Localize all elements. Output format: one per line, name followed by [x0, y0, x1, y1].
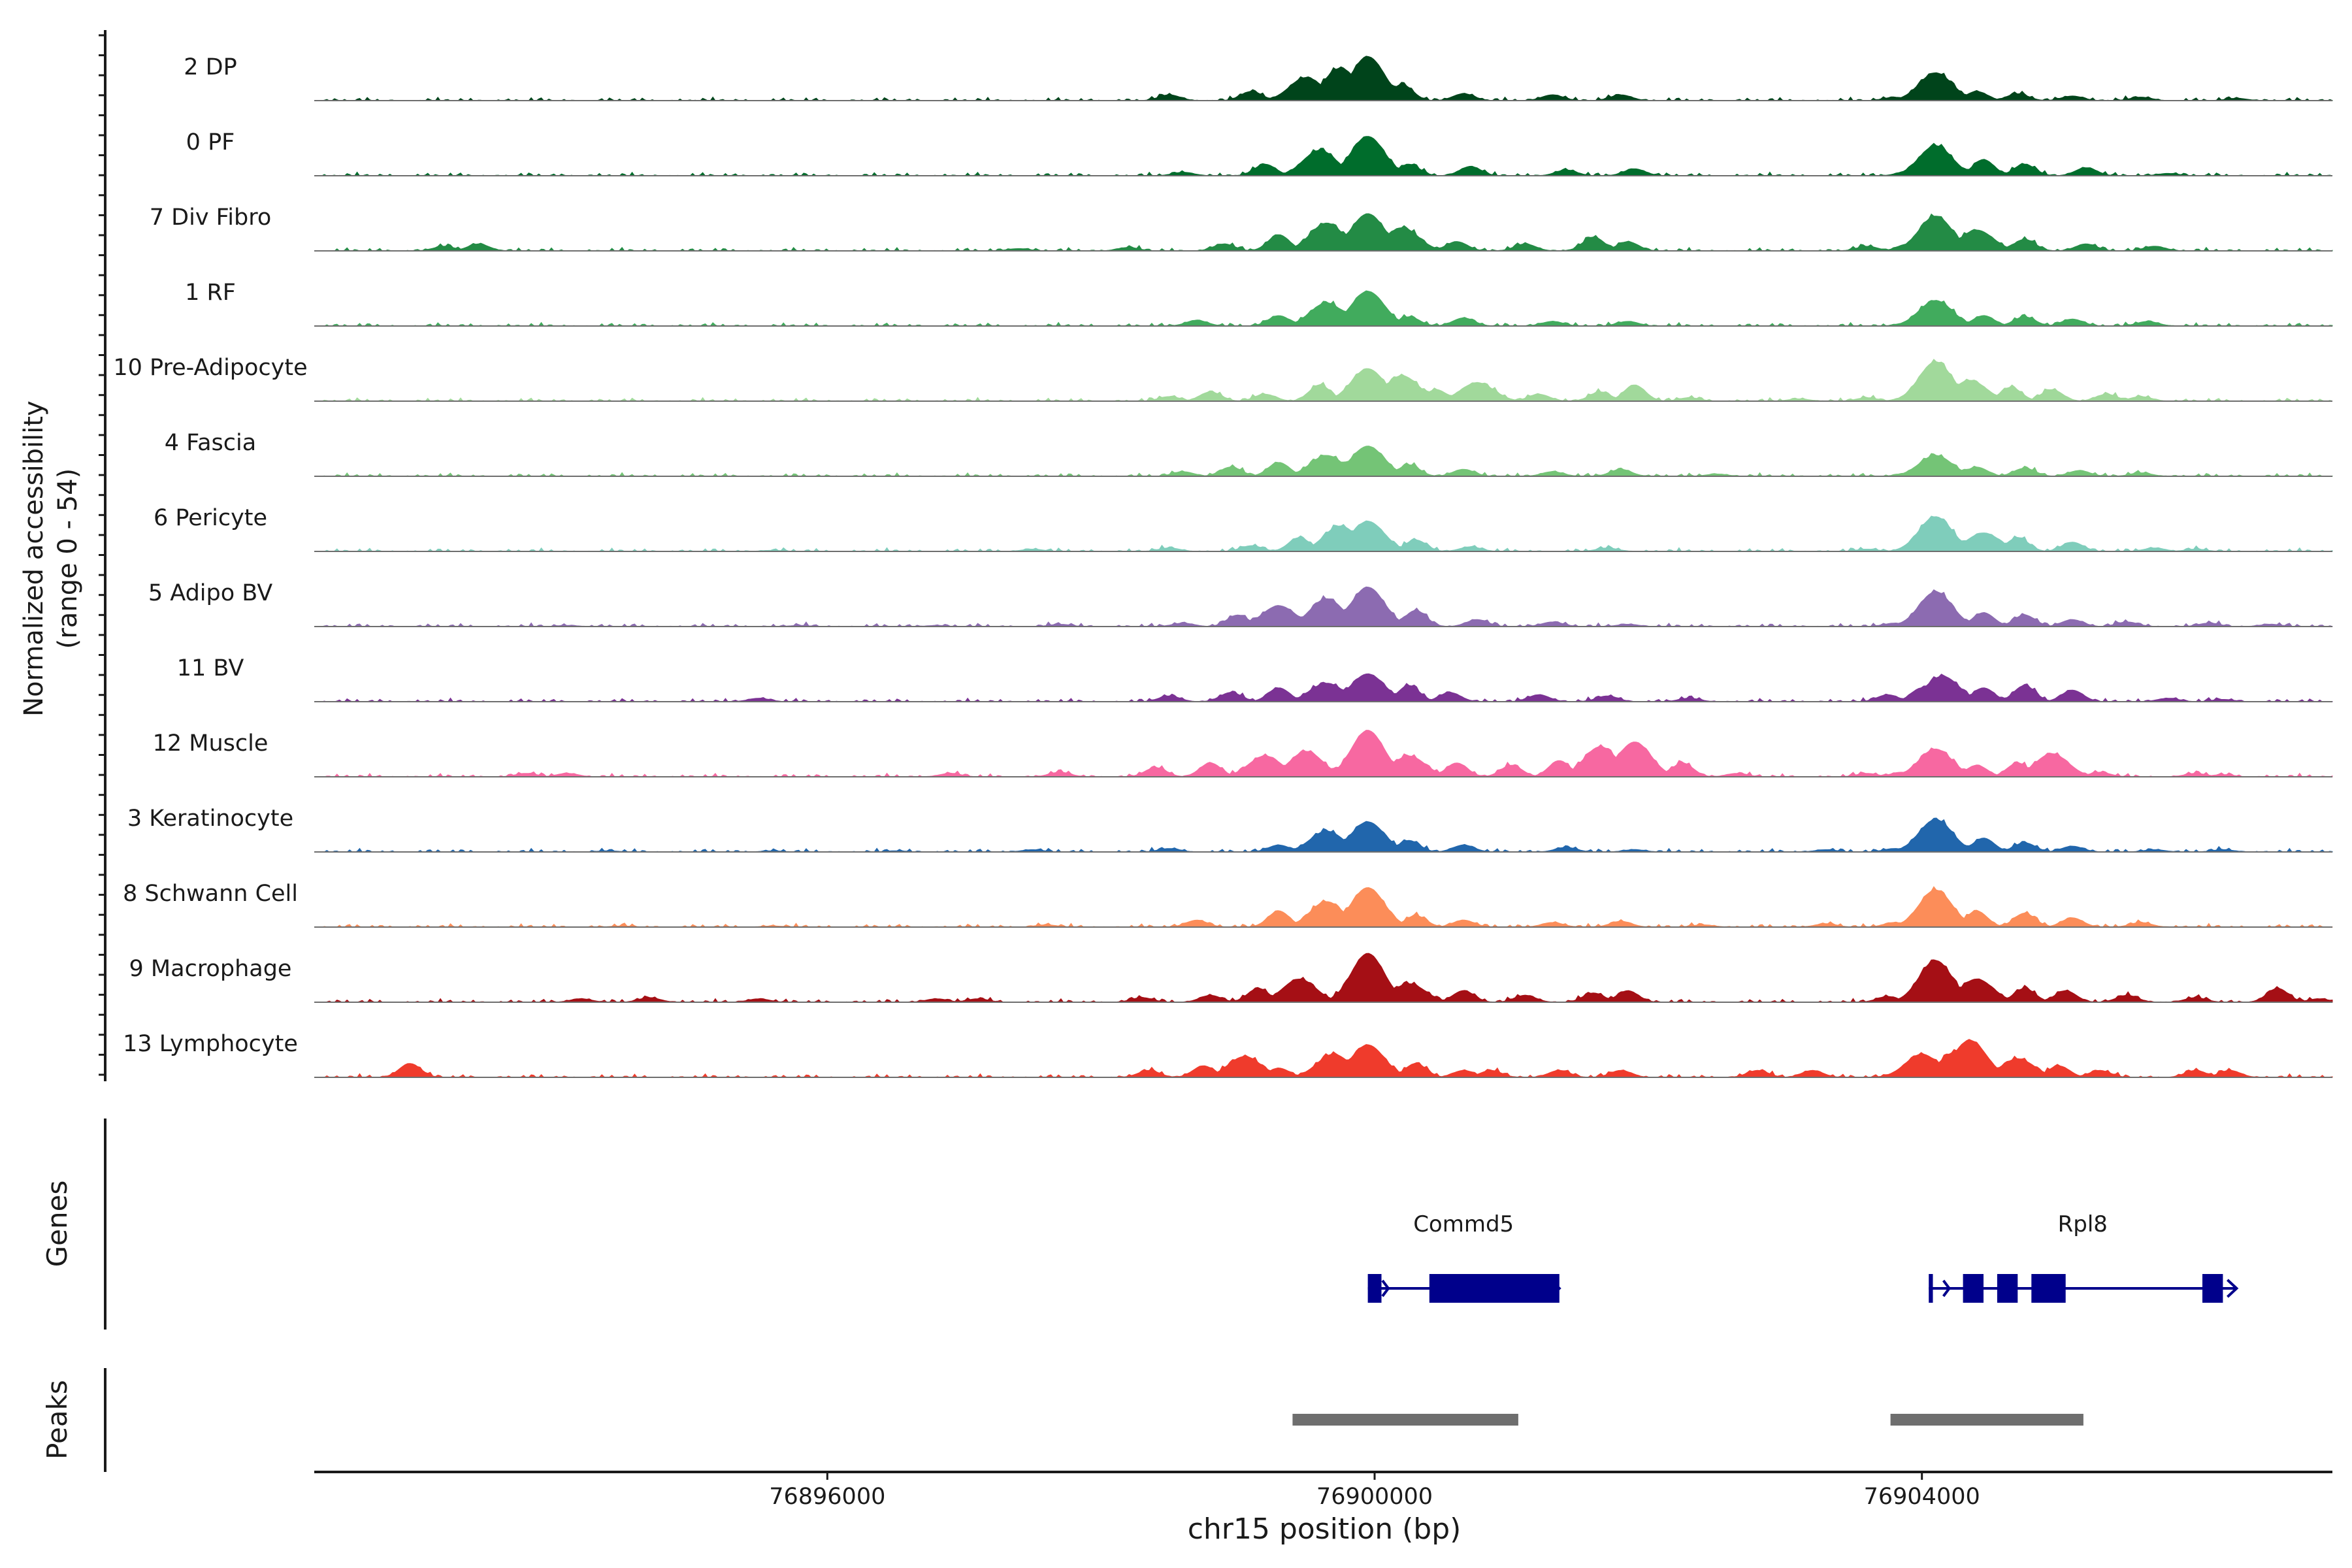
gene-exon	[1997, 1274, 2018, 1303]
track: 1 RF	[185, 280, 2333, 327]
track-label: 3 Keratinocyte	[127, 806, 293, 832]
gene-exon	[1929, 1274, 1933, 1303]
track: 4 Fascia	[165, 430, 2333, 477]
track: 9 Macrophage	[129, 953, 2333, 1003]
strand-arrow	[2202, 1279, 2211, 1298]
strand-arrow	[2227, 1279, 2239, 1298]
strand-arrow	[1381, 1279, 1390, 1298]
coverage-area	[314, 730, 2333, 777]
track-label: 13 Lymphocyte	[123, 1031, 298, 1057]
coverage-area	[314, 446, 2333, 477]
y-axis-label: Normalized accessibility	[19, 400, 49, 717]
track-label: 11 BV	[177, 655, 244, 681]
track: 3 Keratinocyte	[127, 806, 2333, 853]
track-label: 12 Muscle	[153, 730, 269, 757]
peaks-track	[1292, 1414, 2083, 1426]
coverage-area	[314, 1039, 2333, 1078]
gene-exon	[1429, 1274, 1560, 1303]
x-axis-tick-label: 76900000	[1316, 1484, 1433, 1510]
x-axis-tick-label: 76896000	[769, 1484, 885, 1510]
track-label: 1 RF	[185, 280, 236, 306]
track: 6 Pericyte	[154, 505, 2333, 552]
coverage-area	[314, 515, 2333, 552]
strand-arrow	[1549, 1279, 1561, 1298]
peak-region	[1890, 1414, 2083, 1426]
coverage-area	[314, 886, 2333, 928]
coverage-tracks: 2 DP 0 PF 7 Div Fibro 1 RF 10 Pre-Adipocyte 4…	[113, 54, 2333, 1078]
track: 0 PF	[186, 129, 2333, 176]
tracks-y-axis-ticks	[99, 34, 105, 1076]
track: 5 Adipo BV	[148, 580, 2333, 627]
x-axis-ticks: 76896000 76900000 76904000	[769, 1472, 1980, 1510]
track: 8 Schwann Cell	[123, 881, 2333, 928]
x-axis-label: chr15 position (bp)	[1188, 1512, 1462, 1546]
genes-track-label: Genes	[41, 1181, 73, 1267]
track: 7 Div Fibro	[150, 204, 2333, 252]
coverage-area	[314, 290, 2333, 327]
track: 13 Lymphocyte	[123, 1031, 2333, 1078]
track-label: 4 Fascia	[165, 430, 256, 456]
gene: Rpl8	[1929, 1211, 2239, 1303]
track-label: 7 Div Fibro	[150, 204, 271, 231]
track: 10 Pre-Adipocyte	[113, 355, 2333, 402]
coverage-area	[314, 673, 2333, 702]
y-axis-label-group: Normalized accessibility (range 0 - 54)	[19, 400, 83, 717]
track-label: 0 PF	[186, 129, 235, 155]
track-label: 5 Adipo BV	[148, 580, 272, 606]
track-label: 8 Schwann Cell	[123, 881, 298, 907]
track: 2 DP	[184, 54, 2333, 101]
track: 12 Muscle	[153, 730, 2333, 777]
track-label: 10 Pre-Adipocyte	[113, 355, 307, 381]
genes-track: Commd5 Rpl8	[1367, 1211, 2239, 1303]
peak-region	[1292, 1414, 1518, 1426]
track-label: 2 DP	[184, 54, 237, 80]
peaks-track-label: Peaks	[41, 1380, 73, 1460]
gene-exon	[2202, 1274, 2223, 1303]
gene-exon	[1963, 1274, 1984, 1303]
coverage-area	[314, 213, 2333, 252]
track-label: 6 Pericyte	[154, 505, 267, 531]
track: 11 BV	[177, 655, 2333, 702]
y-axis-range-label: (range 0 - 54)	[53, 468, 83, 649]
coverage-area	[314, 359, 2333, 402]
track-label: 9 Macrophage	[129, 956, 292, 982]
coverage-area	[314, 586, 2333, 627]
x-axis-tick-label: 76904000	[1864, 1484, 1980, 1510]
gene-label: Commd5	[1413, 1211, 1514, 1237]
coverage-area	[314, 56, 2333, 101]
gene-exon	[2031, 1274, 2066, 1303]
gene-exon	[1367, 1274, 1382, 1303]
gene: Commd5	[1367, 1211, 1561, 1303]
strand-arrow	[1942, 1279, 1952, 1298]
coverage-area	[314, 953, 2333, 1003]
gene-label: Rpl8	[2058, 1211, 2108, 1237]
coverage-area	[314, 817, 2333, 853]
coverage-area	[314, 136, 2333, 176]
